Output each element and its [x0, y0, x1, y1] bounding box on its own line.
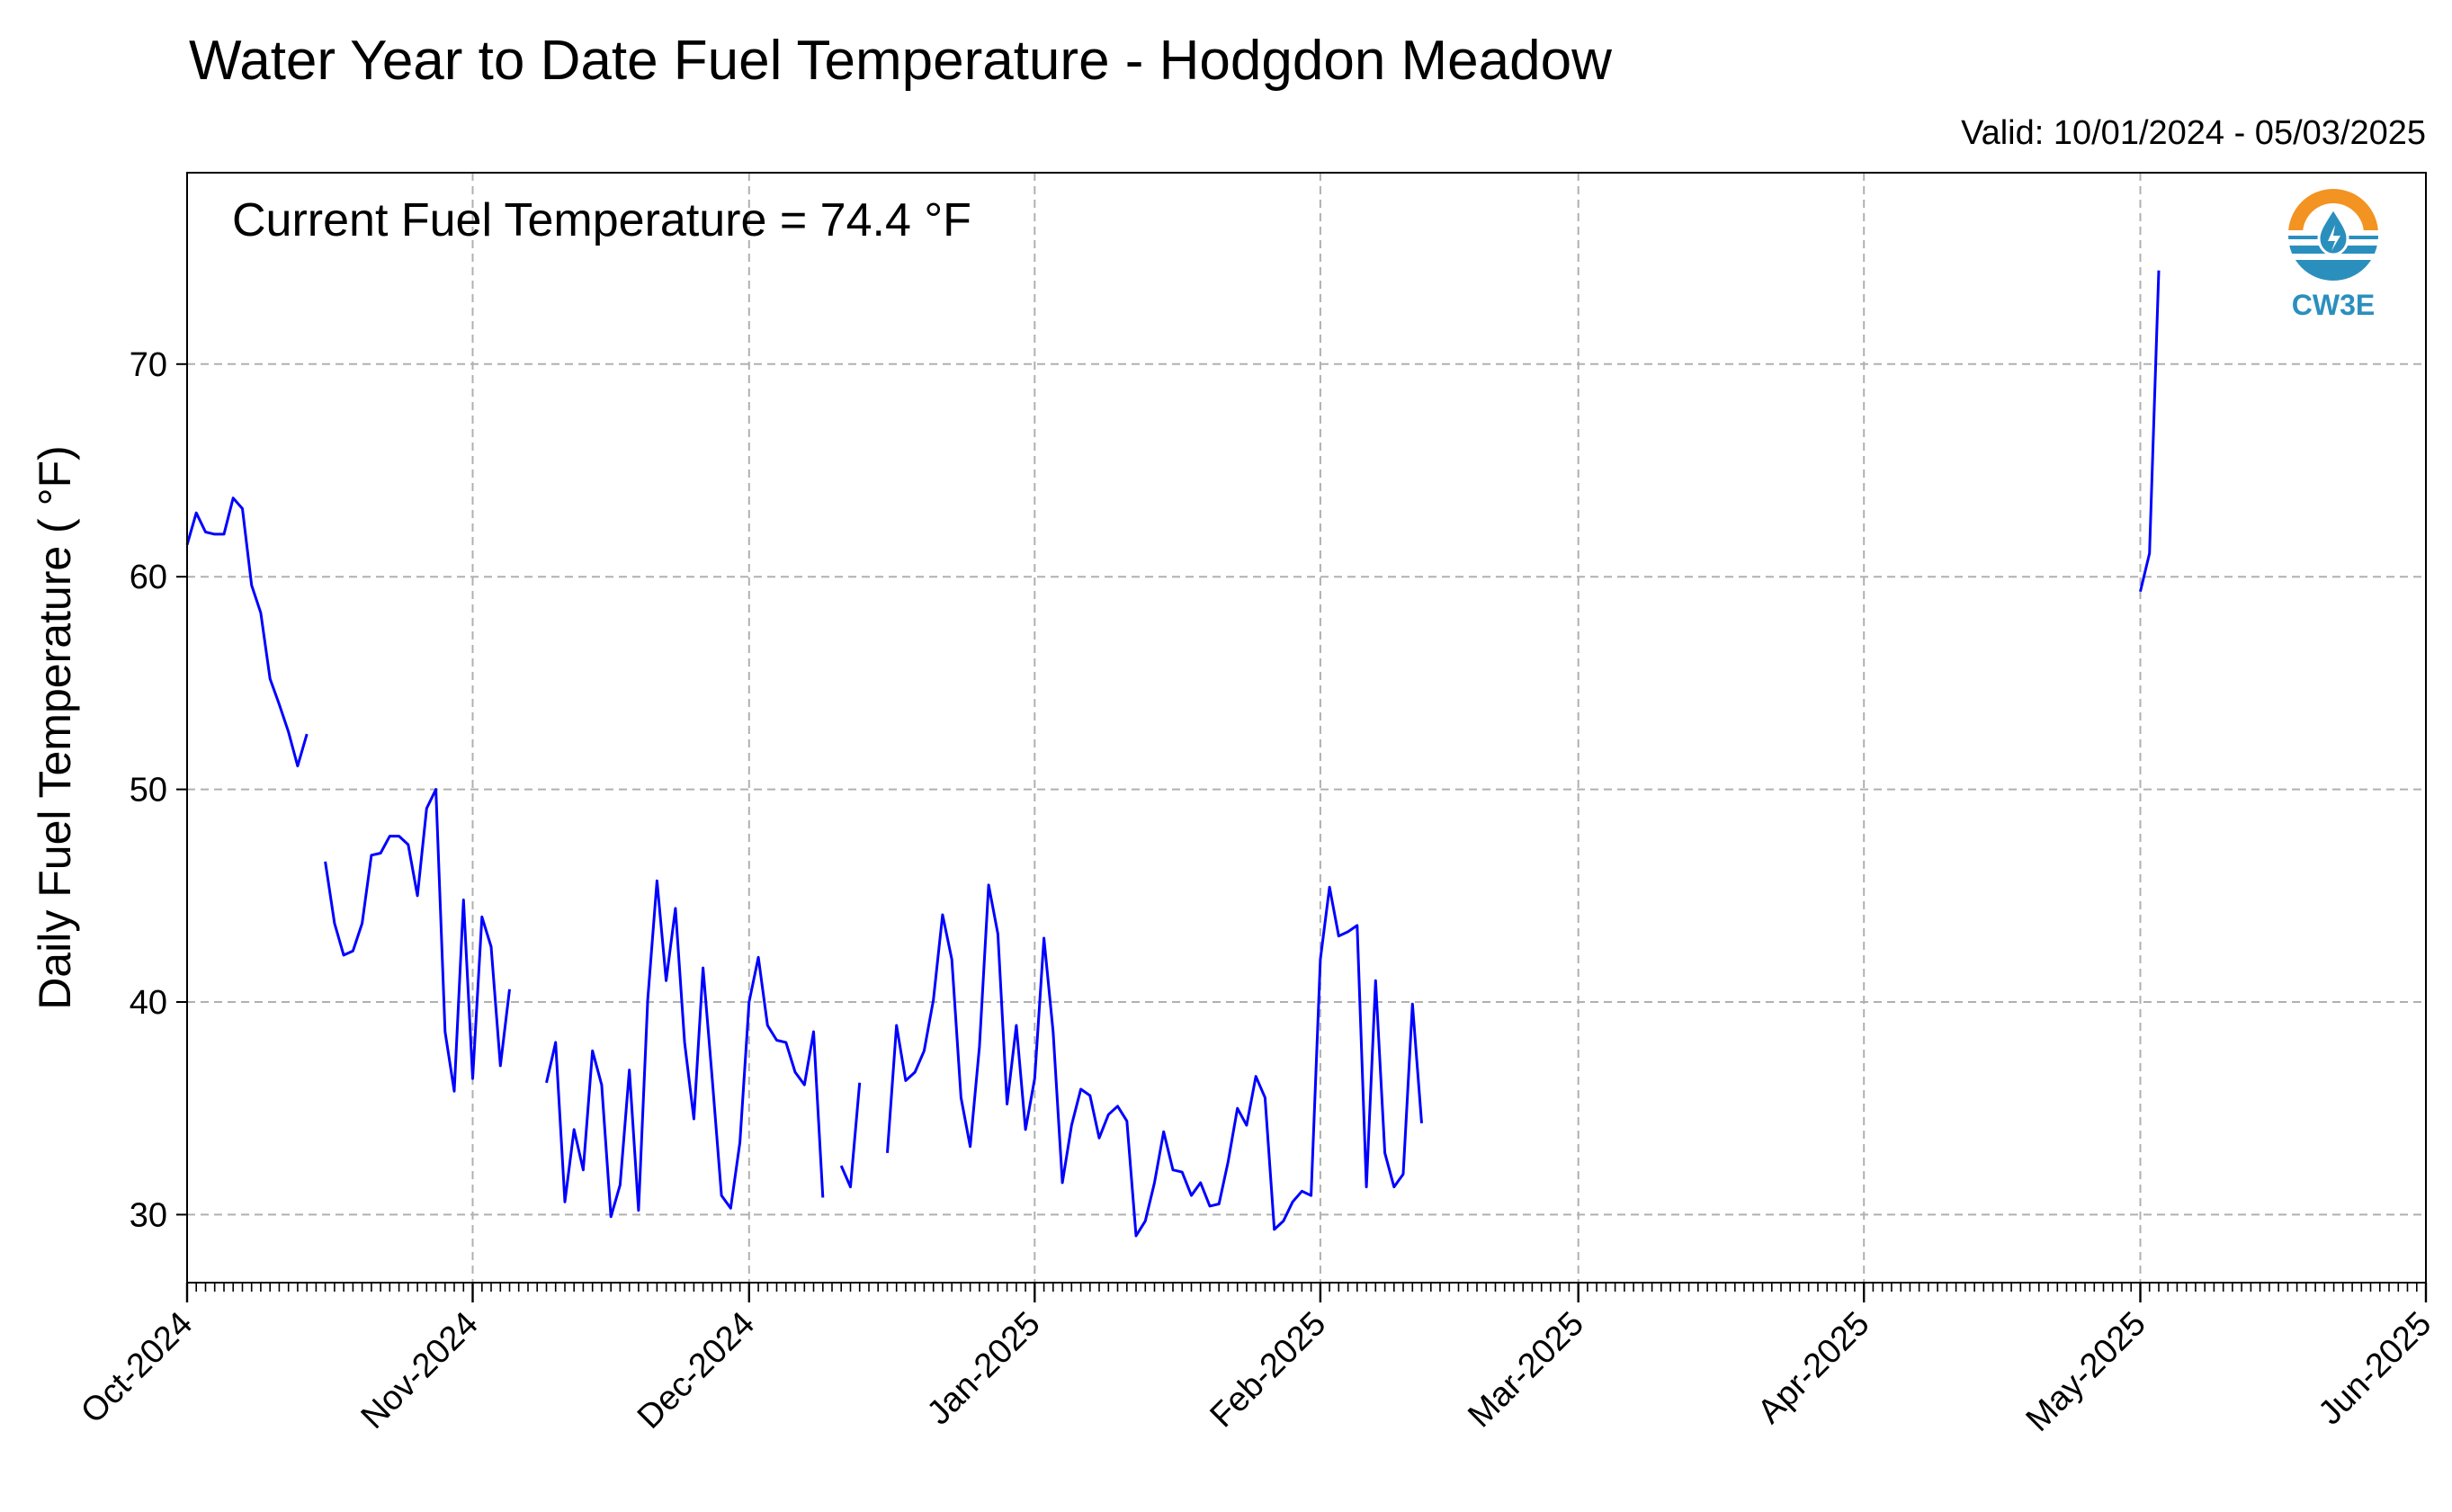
fuel-temperature-line-segment — [839, 1082, 862, 1189]
logo-text: CW3E — [2292, 289, 2375, 321]
y-tick-label: 50 — [130, 772, 167, 810]
series-layer — [185, 270, 2161, 1238]
fuel-temperature-line-segment — [2139, 270, 2161, 593]
plot-frame — [186, 172, 2427, 1284]
cw3e-logo: CW3E — [2286, 189, 2381, 321]
current-fuel-temperature-annotation: Current Fuel Temperature = 74.4 °F — [232, 194, 971, 246]
fuel-temperature-line-segment — [185, 497, 309, 768]
y-axis-label: Daily Fuel Temperature ( °F) — [30, 445, 80, 1010]
chart-title: Water Year to Date Fuel Temperature - Ho… — [189, 30, 1612, 92]
fuel-temperature-line-segment — [545, 879, 825, 1219]
cw3e-water-drop-logo-icon — [2286, 189, 2381, 281]
fuel-temperature-line-segment — [886, 883, 1423, 1238]
y-axis: 30 40 50 60 70 — [130, 346, 187, 1234]
y-tick-label: 60 — [130, 559, 167, 596]
fuel-temperature-line-segment — [324, 788, 511, 1093]
valid-date-range: Valid: 10/01/2024 - 05/03/2025 — [1961, 114, 2426, 152]
y-tick-label: 40 — [130, 984, 167, 1022]
y-tick-label: 30 — [130, 1196, 167, 1234]
y-tick-label: 70 — [130, 346, 167, 384]
